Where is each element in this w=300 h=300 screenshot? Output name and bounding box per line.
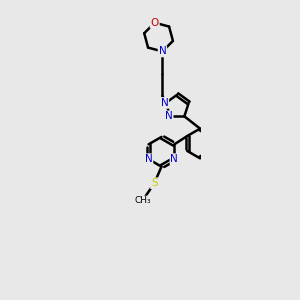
Text: N: N [158,46,166,56]
Text: N: N [160,98,168,108]
Text: CH₃: CH₃ [134,196,151,206]
Text: N: N [145,154,152,164]
Text: N: N [170,154,178,164]
Text: S: S [151,178,158,188]
Text: N: N [165,111,173,121]
Text: O: O [151,18,159,28]
